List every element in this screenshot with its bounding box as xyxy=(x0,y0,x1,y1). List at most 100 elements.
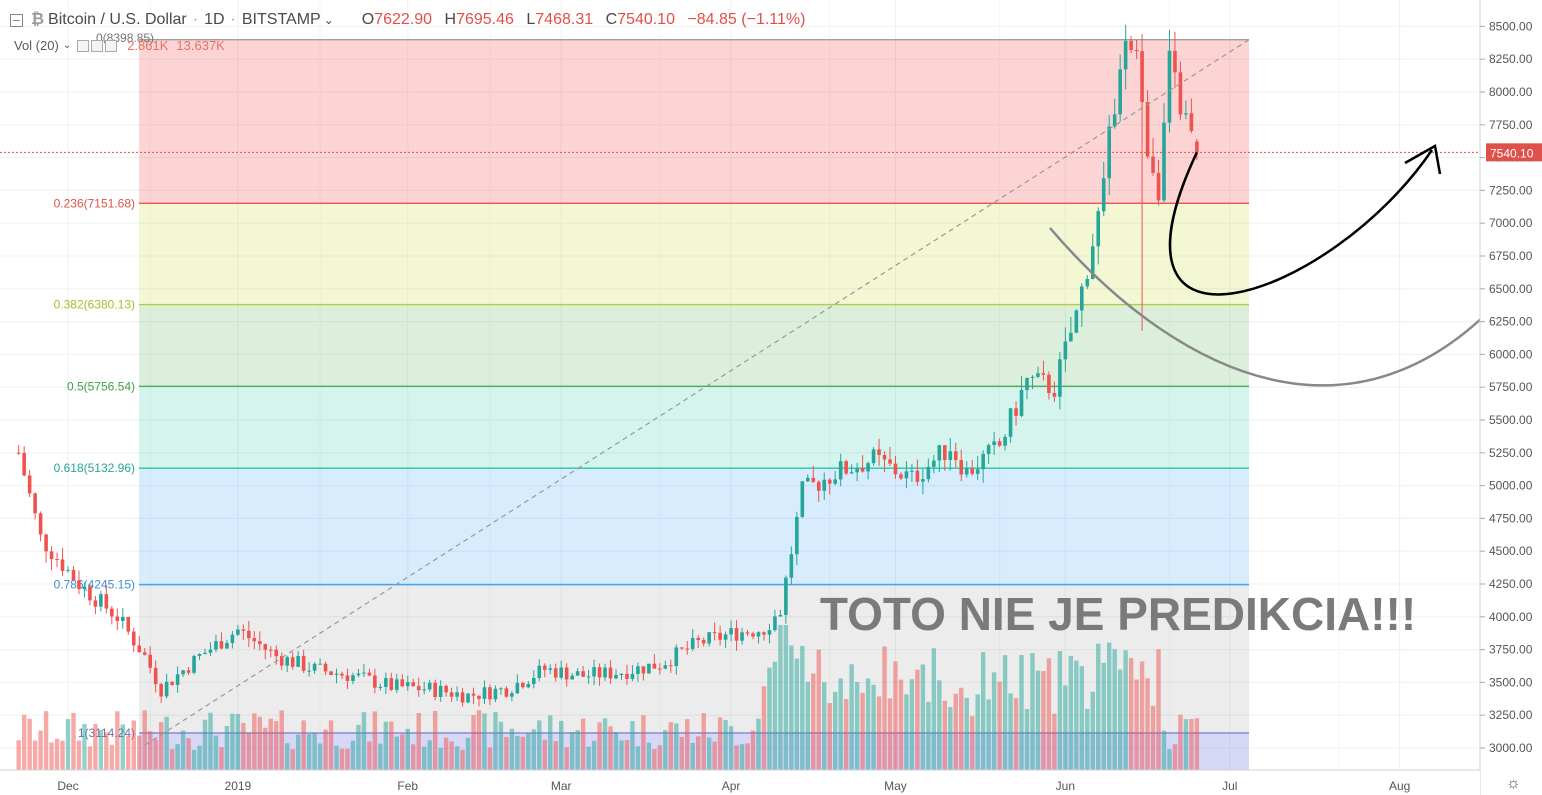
time-tick-label: Jun xyxy=(1056,779,1075,793)
volume-bar xyxy=(27,718,32,770)
candle-body xyxy=(466,693,470,703)
gear-icon[interactable]: ☼ xyxy=(1506,775,1521,792)
volume-bar xyxy=(602,718,608,770)
price-tick-label: 6500.00 xyxy=(1489,282,1533,296)
candle-body xyxy=(669,665,673,667)
candle-body xyxy=(99,594,103,607)
symbol-header[interactable]: ₿ Bitcoin / U.S. Dollar · 1D · BITSTAMP … xyxy=(10,8,813,32)
fib-level-label: 0.382(6380.13) xyxy=(54,298,135,312)
volume-bar xyxy=(816,649,821,770)
volume-bar xyxy=(65,719,71,770)
volume-bar xyxy=(148,731,153,770)
close-value: 7540.10 xyxy=(617,11,675,28)
volume-bar xyxy=(531,729,536,770)
volume-bar xyxy=(811,673,816,770)
volume-bar xyxy=(657,745,663,770)
interval-label[interactable]: 1D xyxy=(204,11,225,28)
candle-body xyxy=(164,681,169,697)
volume-bar xyxy=(728,726,734,770)
fib-level-label: 0.618(5132.96) xyxy=(54,461,135,475)
volume-bar xyxy=(394,736,399,770)
candle-body xyxy=(77,580,81,590)
trend-line xyxy=(144,39,1250,746)
candle-body xyxy=(411,682,416,687)
candle-body xyxy=(1167,50,1172,123)
open-label: O xyxy=(361,11,375,28)
volume-bar xyxy=(54,738,60,770)
volume-bar xyxy=(21,714,27,770)
candle-body xyxy=(422,689,426,691)
fib-level-label: 0.236(7151.68) xyxy=(54,196,135,210)
volume-bar xyxy=(104,732,109,770)
visibility-icon[interactable] xyxy=(77,39,90,52)
volume-bar xyxy=(515,735,520,770)
candle-body xyxy=(542,665,547,670)
candle-body xyxy=(192,655,196,673)
volume-bar xyxy=(1019,655,1024,770)
price-axis-bg xyxy=(1480,0,1542,795)
volume-bar xyxy=(876,696,882,770)
price-tick-label: 6000.00 xyxy=(1489,347,1533,361)
volume-bar xyxy=(986,699,991,770)
candle-body xyxy=(559,667,563,678)
candle-body xyxy=(373,675,377,688)
exchange-label[interactable]: BITSTAMP xyxy=(241,11,321,28)
chevron-down-icon[interactable]: ⌄ xyxy=(62,40,72,51)
candle-body xyxy=(55,559,59,561)
volume-bar xyxy=(915,669,920,770)
volume-bar xyxy=(1117,669,1123,770)
candle-body xyxy=(1052,393,1057,397)
candle-body xyxy=(1101,178,1106,212)
candle-body xyxy=(214,641,218,650)
price-tick-label: 4250.00 xyxy=(1489,577,1533,591)
volume-bar xyxy=(1008,693,1013,770)
volume-bar xyxy=(328,720,334,770)
candle-body xyxy=(625,673,629,679)
candle-body xyxy=(981,453,985,470)
price-tick-label: 7000.00 xyxy=(1489,216,1533,230)
volume-bar xyxy=(575,730,580,770)
candle-body xyxy=(1173,50,1177,73)
volume-bar xyxy=(158,722,164,770)
candle-body xyxy=(975,469,980,474)
collapse-icon[interactable] xyxy=(10,13,23,27)
volume-indicator-legend[interactable]: Vol (20) ⌄ 2.861K 13.637K xyxy=(14,38,225,53)
volume-bar xyxy=(509,728,515,770)
volume-bar xyxy=(646,742,652,770)
candle-body xyxy=(745,632,750,634)
volume-bar xyxy=(378,743,383,770)
candle-body xyxy=(1003,436,1007,446)
candle-body xyxy=(340,673,344,676)
candle-body xyxy=(1156,172,1161,201)
candle-body xyxy=(449,692,454,697)
volume-bar xyxy=(1041,671,1046,770)
candle-body xyxy=(663,665,668,669)
volume-bar xyxy=(82,723,87,770)
volume-bar xyxy=(520,736,526,770)
candle-body xyxy=(784,577,788,615)
chevron-down-icon[interactable]: ⌄ xyxy=(323,13,334,27)
volume-bar xyxy=(1068,655,1074,770)
candle-body xyxy=(806,477,810,482)
settings-icon[interactable] xyxy=(91,39,104,52)
volume-bar xyxy=(38,730,43,770)
price-tick-label: 4000.00 xyxy=(1489,610,1533,624)
candle-body xyxy=(932,460,936,467)
candle-body xyxy=(641,666,646,674)
candle-body xyxy=(82,586,87,590)
candle-body xyxy=(953,451,958,461)
volume-bar xyxy=(153,739,158,770)
close-icon[interactable] xyxy=(105,39,118,52)
volume-bar xyxy=(734,745,739,770)
ohlc-readout: O7622.90 H7695.46 L7468.31 C7540.10 −84.… xyxy=(362,11,814,29)
volume-bar xyxy=(449,741,454,770)
volume-bar xyxy=(1035,670,1041,770)
volume-bar xyxy=(339,748,345,770)
volume-bar xyxy=(1189,719,1194,770)
price-tick-label: 8250.00 xyxy=(1489,52,1533,66)
volume-bar xyxy=(635,746,641,770)
candle-body xyxy=(548,668,553,670)
candle-body xyxy=(153,667,158,685)
bitcoin-icon: ₿ xyxy=(31,11,45,28)
